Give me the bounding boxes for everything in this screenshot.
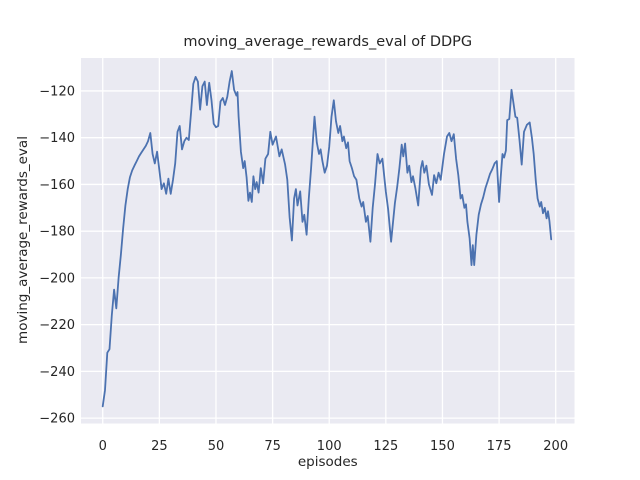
y-tick-label: −140: [39, 131, 75, 146]
x-axis-label: episodes: [298, 454, 358, 470]
y-tick-label: −240: [39, 365, 75, 380]
x-tick-label: 0: [99, 439, 107, 454]
x-tick-label: 25: [151, 439, 168, 454]
y-tick-label: −120: [39, 84, 75, 99]
y-tick-label: −180: [39, 225, 75, 240]
x-tick-labels: 0 25 50 75 100 125 150 175 200: [99, 439, 569, 454]
x-tick-label: 100: [317, 439, 342, 454]
plot-area: [81, 58, 575, 424]
y-tick-label: −260: [39, 412, 75, 427]
y-tick-label: −200: [39, 271, 75, 286]
y-tick-label: −160: [39, 178, 75, 193]
y-tick-labels: −120 −140 −160 −180 −200 −220 −240 −260: [39, 84, 75, 426]
series-lines: [101, 70, 553, 408]
chart-title: moving_average_rewards_eval of DDPG: [183, 34, 472, 50]
y-axis-label: moving_average_rewards_eval: [15, 136, 31, 344]
x-tick-label: 125: [373, 439, 398, 454]
x-tick-label: 175: [487, 439, 512, 454]
x-tick-label: 150: [430, 439, 455, 454]
x-tick-label: 200: [543, 439, 568, 454]
y-tick-label: −220: [39, 318, 75, 333]
x-tick-label: 50: [208, 439, 225, 454]
x-tick-label: 75: [264, 439, 281, 454]
reward-line: [101, 70, 553, 408]
